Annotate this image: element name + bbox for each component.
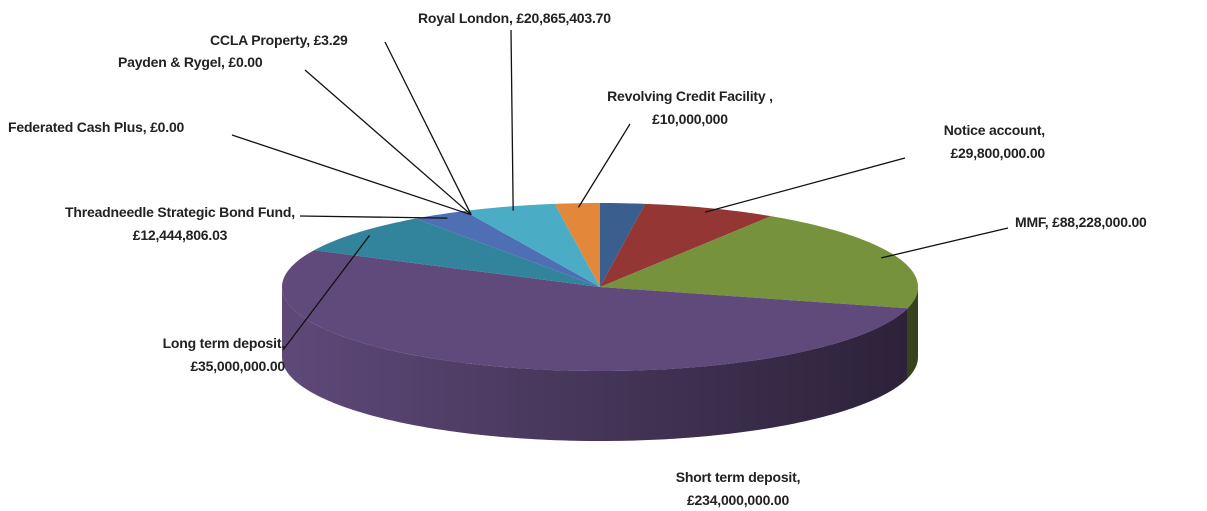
leader-line — [704, 157, 906, 213]
data-label: Threadneedle Strategic Bond Fund, £12,44… — [65, 204, 295, 243]
leader-line — [384, 41, 472, 216]
label-value: £88,228,000.00 — [1052, 214, 1147, 230]
label-category: Notice account — [943, 122, 1042, 138]
label-category: Long term deposit — [162, 335, 282, 351]
slice — [282, 250, 908, 371]
leader-line — [282, 235, 371, 351]
label-category: Short term deposit — [675, 469, 797, 485]
slice — [554, 203, 600, 287]
slice — [415, 211, 600, 287]
data-label: MMF, £88,228,000.00 — [1015, 214, 1147, 230]
label-value: £0.00 — [228, 54, 263, 70]
label-category: MMF — [1015, 214, 1045, 230]
label-value: £12,444,806.03 — [132, 227, 228, 243]
label-category: Federated Cash Plus — [8, 119, 143, 135]
slice-side-shade — [907, 287, 918, 379]
label-category: Payden & Rygel — [118, 54, 222, 70]
label-category: Royal London — [418, 10, 509, 26]
leader-line — [510, 29, 514, 211]
slice — [600, 216, 918, 309]
label-value: £35,000,000.00 — [190, 358, 285, 374]
data-label: Revolving Credit Facility , £10,000,000 — [575, 85, 805, 131]
label-value: £3.29 — [313, 32, 348, 48]
leader-line — [231, 134, 472, 216]
slice — [464, 203, 600, 287]
data-label: CCLA Property, £3.29 — [210, 32, 348, 48]
label-value: £0.00 — [150, 119, 185, 135]
leader-line — [304, 69, 472, 216]
label-category: Revolving Credit Facility — [607, 88, 770, 104]
slice — [600, 203, 646, 287]
label-category: CCLA Property — [210, 32, 307, 48]
data-label: Federated Cash Plus, £0.00 — [8, 119, 185, 135]
slice — [314, 218, 600, 287]
slice-side-shade — [282, 287, 908, 441]
data-label: Long term deposit, £35,000,000.00 — [120, 332, 286, 378]
label-value: £20,865,403.70 — [516, 10, 611, 26]
leader-line — [577, 123, 631, 208]
leader-line — [881, 227, 1009, 259]
slice — [600, 203, 772, 287]
data-label: Short term deposit, £234,000,000.00 — [668, 466, 808, 511]
data-label: Payden & Rygel, £0.00 — [118, 54, 263, 70]
label-value: £234,000,000.00 — [686, 492, 790, 508]
data-label: Royal London, £20,865,403.70 — [418, 10, 611, 26]
label-category: Threadneedle Strategic Bond Fund — [65, 204, 292, 220]
data-label: Notice account, £29,800,000.00 — [905, 119, 1045, 165]
leader-line — [299, 215, 448, 219]
label-value: £29,800,000.00 — [950, 145, 1045, 161]
label-value: £10,000,000 — [652, 111, 728, 127]
